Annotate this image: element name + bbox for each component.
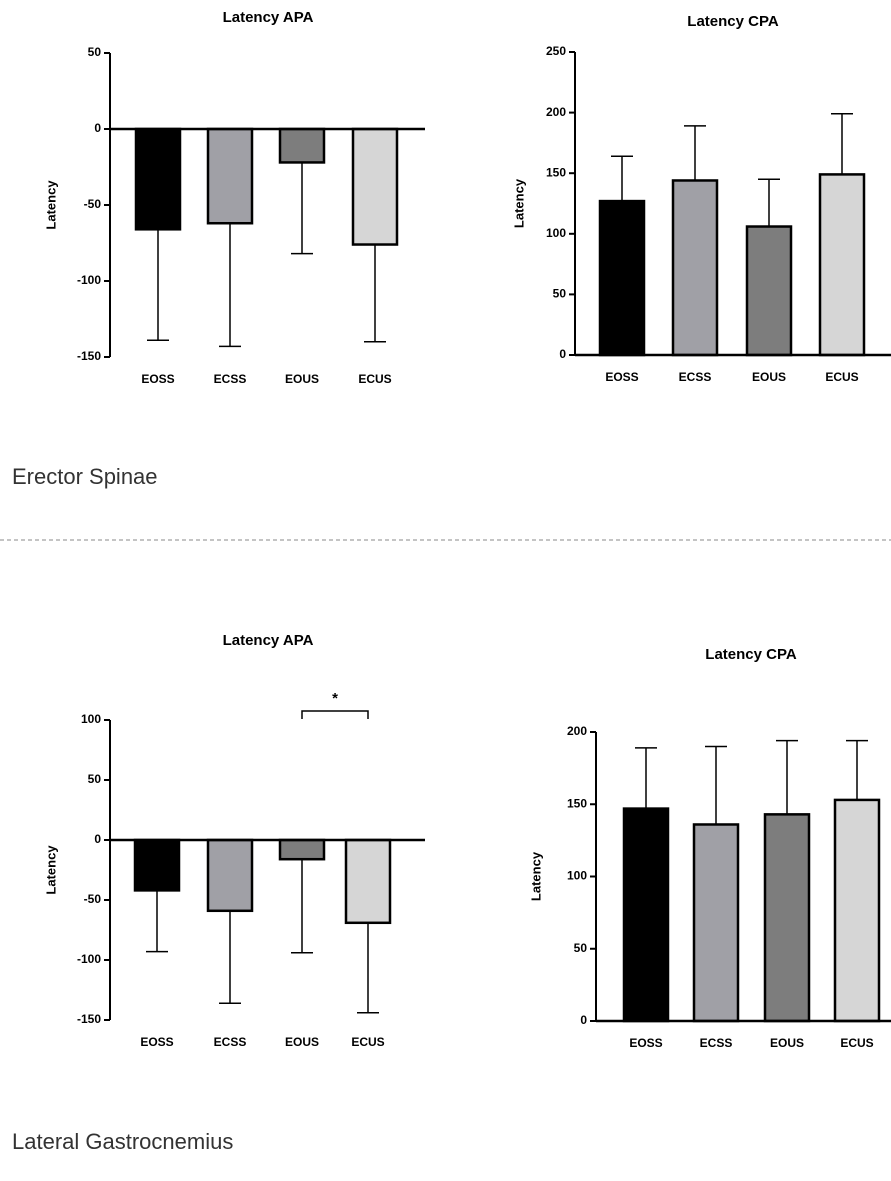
y-tick-label: 200 (567, 724, 587, 738)
y-tick-label: -50 (84, 892, 102, 906)
y-axis-label: Latency (528, 851, 543, 901)
x-tick-label: EOUS (285, 372, 319, 386)
x-tick-label: ECSS (700, 1036, 733, 1050)
section-label: Lateral Gastrocnemius (12, 1129, 233, 1154)
y-tick-label: 0 (94, 121, 101, 135)
annotation: * (332, 690, 338, 707)
y-tick-label: 50 (88, 45, 102, 59)
bar (763, 813, 811, 1023)
y-tick-label: 0 (94, 832, 101, 846)
y-tick-label: -150 (77, 1012, 101, 1026)
bar (278, 127, 326, 164)
bar (134, 127, 182, 231)
y-tick-label: 150 (546, 165, 566, 179)
y-tick-label: 100 (81, 712, 101, 726)
x-tick-label: ECSS (679, 370, 712, 384)
x-tick-label: EOSS (629, 1036, 662, 1050)
x-tick-label: ECUS (358, 372, 391, 386)
y-axis-label: Latency (43, 845, 58, 895)
y-tick-label: -50 (84, 197, 102, 211)
y-tick-label: 150 (567, 796, 587, 810)
x-tick-label: EOUS (285, 1035, 319, 1049)
x-tick-label: EOUS (770, 1036, 804, 1050)
bar (344, 838, 392, 925)
bar (745, 225, 793, 357)
bar (818, 173, 866, 357)
x-tick-label: EOSS (605, 370, 638, 384)
y-tick-label: -150 (77, 349, 101, 363)
x-tick-label: ECUS (351, 1035, 384, 1049)
bar (692, 823, 740, 1023)
y-axis-label: Latency (511, 178, 526, 228)
section-label: Erector Spinae (12, 464, 158, 489)
y-tick-label: 100 (546, 226, 566, 240)
chart-title: Latency CPA (705, 646, 797, 663)
y-tick-label: 50 (574, 941, 588, 955)
bar (833, 798, 881, 1023)
y-tick-label: 50 (553, 287, 567, 301)
y-tick-label: 200 (546, 105, 566, 119)
bar (351, 127, 399, 246)
bar (671, 179, 719, 357)
bar (278, 838, 326, 861)
x-tick-label: EOSS (141, 372, 174, 386)
y-tick-label: 50 (88, 772, 102, 786)
bar (598, 199, 646, 357)
y-tick-label: 250 (546, 44, 566, 58)
y-axis-label: Latency (43, 180, 58, 230)
chart-title: Latency CPA (687, 13, 779, 30)
y-tick-label: -100 (77, 273, 101, 287)
bar (206, 127, 254, 225)
y-tick-label: 0 (580, 1013, 587, 1027)
chart-title: Latency APA (223, 632, 314, 649)
y-tick-label: -100 (77, 952, 101, 966)
chart-title: Latency APA (223, 9, 314, 26)
y-tick-label: 100 (567, 869, 587, 883)
x-tick-label: EOUS (752, 370, 786, 384)
x-tick-label: ECUS (825, 370, 858, 384)
x-tick-label: ECSS (214, 1035, 247, 1049)
y-tick-label: 0 (559, 347, 566, 361)
bar (622, 807, 670, 1023)
bar (206, 838, 254, 913)
bar (133, 838, 181, 892)
significance-bracket (301, 710, 369, 719)
x-tick-label: ECSS (214, 372, 247, 386)
x-tick-label: EOSS (140, 1035, 173, 1049)
x-tick-label: ECUS (840, 1036, 873, 1050)
